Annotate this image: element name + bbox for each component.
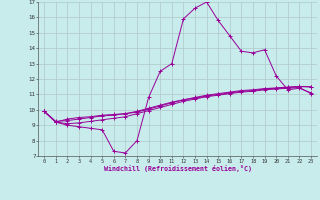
X-axis label: Windchill (Refroidissement éolien,°C): Windchill (Refroidissement éolien,°C) [104, 165, 252, 172]
